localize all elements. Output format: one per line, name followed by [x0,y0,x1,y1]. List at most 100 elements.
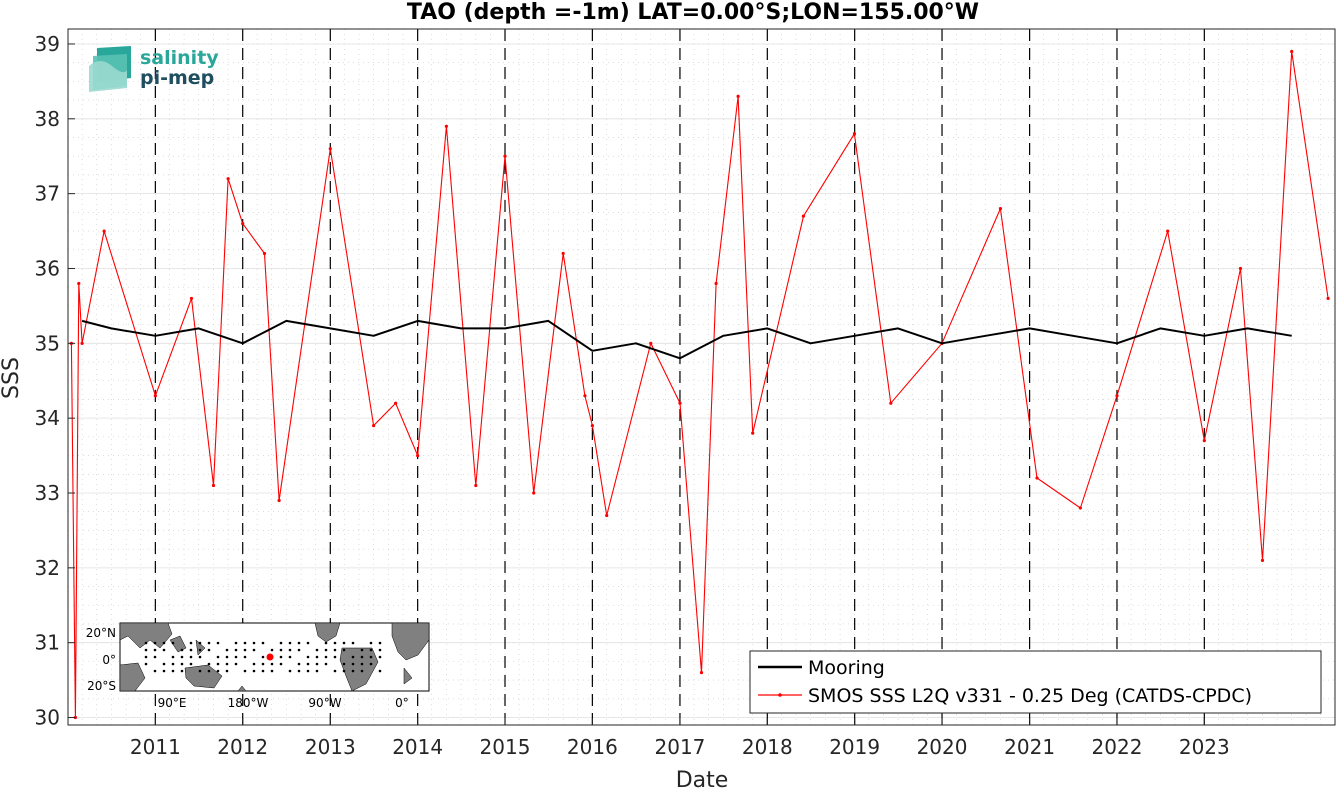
series-point-smos [998,207,1003,211]
inset-buoy-dot [216,662,220,666]
chart-title: TAO (depth =-1m) LAT=0.00°S;LON=155.00°W [407,0,979,25]
inset-buoy-dot [360,669,364,673]
x-tick-label: 2022 [1092,735,1143,759]
inset-buoy-dot [198,669,202,673]
x-tick-label: 2015 [480,735,531,759]
inset-lon-label-90e: 90°E [158,696,187,710]
inset-mooring-dots [144,641,382,673]
series-point-smos [211,483,216,488]
inset-buoy-dot [360,655,364,659]
inset-buoy-dot [324,662,328,666]
y-tick-label: 35 [35,331,60,355]
inset-buoy-dot [144,641,148,645]
inset-buoy-dot [252,648,256,652]
inset-buoy-dot [378,641,382,645]
logo-wave-icon [89,46,131,92]
x-tick-label: 2019 [829,735,880,759]
inset-buoy-dot [207,648,211,652]
series-point-smos [474,483,478,488]
inset-buoy-dot [216,641,220,645]
x-axis-ticks: 2011 2012 2013 2014 2015 2016 2017 2018 2019 2020… [130,718,1230,759]
legend: Mooring SMOS SSS L2Q v331 - 0.25 Deg (CA… [749,650,1322,714]
inset-buoy-dot [153,641,157,645]
x-tick-label: 2021 [1004,735,1055,759]
inset-buoy-dot [297,669,301,673]
series-point-smos [649,341,653,345]
inset-buoy-dot [297,641,301,645]
series-point-smos [678,401,682,405]
series-point-smos [532,491,536,495]
inset-buoy-dot [162,669,166,673]
inset-buoy-dot [261,662,265,666]
inset-buoy-dot [225,648,229,652]
inset-buoy-dot [216,669,220,673]
inset-current-mooring-marker [266,653,274,661]
inset-buoy-dot [180,662,184,666]
inset-buoy-dot [162,662,166,666]
inset-buoy-dot [315,648,319,652]
x-tick-label: 2013 [305,735,356,759]
inset-buoy-dot [180,669,184,673]
series-point-smos [714,281,718,286]
inset-buoy-dot [270,648,274,652]
inset-buoy-dot [252,669,256,673]
inset-buoy-dot [198,648,202,652]
series-point-smos [241,221,245,226]
inset-buoy-dot [306,669,310,673]
inset-buoy-dot [306,641,310,645]
inset-buoy-dot [171,662,175,666]
inset-buoy-dot [207,641,211,645]
x-tick-label: 2017 [655,735,706,759]
inset-buoy-dot [189,641,193,645]
inset-buoy-dot [369,641,373,645]
inset-buoy-dot [144,655,148,659]
series-point-smos [605,513,609,518]
inset-buoy-dot [342,662,346,666]
legend-marker-smos [778,693,782,697]
inset-buoy-dot [144,648,148,652]
salinity-pi-mep-logo: salinity pi-mep [89,46,219,92]
inset-lat-label-20s: 20°S [87,679,116,693]
inset-buoy-dot [315,662,319,666]
inset-buoy-dot [333,655,337,659]
inset-buoy-dot [279,648,283,652]
y-tick-label: 34 [35,406,60,430]
inset-buoy-dot [270,662,274,666]
plot-frame [67,28,1336,726]
inset-buoy-dot [324,648,328,652]
major-grid [68,43,1335,718]
inset-buoy-dot [225,669,229,673]
series-layer [69,49,1330,720]
legend-label-mooring: Mooring [808,657,885,679]
inset-buoy-dot [207,669,211,673]
series-point-smos [1326,296,1330,301]
series-line-mooring [81,319,1292,360]
plot-area [67,28,1336,726]
series-point-smos [1238,266,1243,271]
inset-buoy-dot [153,669,157,673]
x-tick-label: 2016 [567,735,618,759]
inset-buoy-dot [378,669,382,673]
series-point-smos [77,281,81,286]
series-point-smos [561,251,565,256]
inset-buoy-dot [306,662,310,666]
series-line-smos [70,50,1329,719]
inset-buoy-dot [207,662,211,666]
plot-border [67,28,1336,726]
inset-buoy-dot [252,641,256,645]
inset-buoy-dot [162,648,166,652]
x-tick-label: 2014 [392,735,443,759]
y-tick-label: 39 [35,32,60,56]
inset-buoy-dot [297,662,301,666]
inset-buoy-dot [234,641,238,645]
series-point-smos [80,341,84,345]
inset-buoy-dot [342,669,346,673]
inset-buoy-dot [261,641,265,645]
x-tick-label: 2018 [742,735,793,759]
inset-buoy-dot [180,655,184,659]
series-point-smos [444,124,448,128]
inset-buoy-dot [342,641,346,645]
series-point-smos [102,229,106,233]
inset-buoy-dot [315,655,319,659]
inset-buoy-dot [243,641,247,645]
